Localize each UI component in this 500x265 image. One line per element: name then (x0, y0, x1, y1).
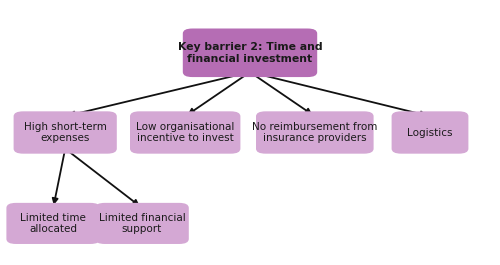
FancyBboxPatch shape (130, 111, 240, 154)
Text: High short-term
expenses: High short-term expenses (24, 122, 106, 143)
Text: No reimbursement from
insurance providers: No reimbursement from insurance provider… (252, 122, 378, 143)
FancyBboxPatch shape (95, 203, 189, 244)
FancyBboxPatch shape (256, 111, 374, 154)
Text: Logistics: Logistics (407, 127, 453, 138)
FancyBboxPatch shape (14, 111, 117, 154)
Text: Limited time
allocated: Limited time allocated (20, 213, 86, 234)
FancyBboxPatch shape (183, 29, 317, 77)
FancyBboxPatch shape (6, 203, 100, 244)
Text: Limited financial
support: Limited financial support (98, 213, 186, 234)
Text: Low organisational
incentive to invest: Low organisational incentive to invest (136, 122, 234, 143)
FancyBboxPatch shape (392, 111, 468, 154)
Text: Key barrier 2: Time and
financial investment: Key barrier 2: Time and financial invest… (178, 42, 322, 64)
